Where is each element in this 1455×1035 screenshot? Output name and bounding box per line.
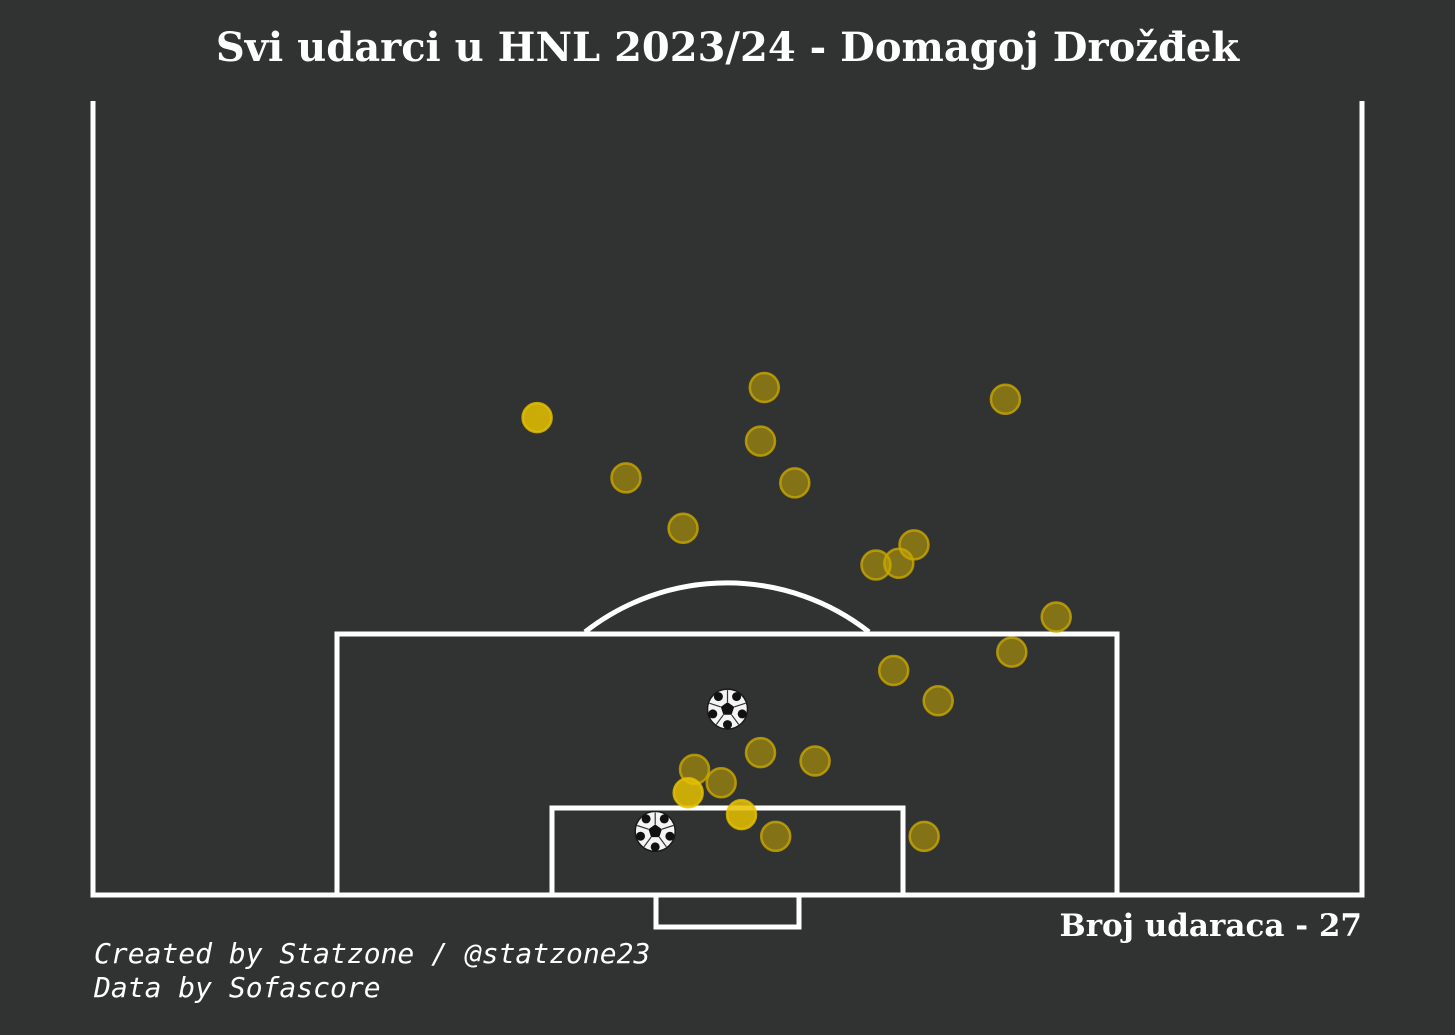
shots-layer bbox=[521, 371, 1072, 853]
shot-point-18 bbox=[705, 767, 737, 799]
credits: Created by Statzone / @statzone23 Data b… bbox=[94, 937, 650, 1005]
shot-point-15 bbox=[744, 736, 777, 769]
goal-football-icon-2 bbox=[634, 810, 676, 853]
shot-point-12 bbox=[996, 636, 1028, 668]
goal-frame bbox=[653, 892, 802, 930]
shot-point-14 bbox=[922, 684, 954, 717]
credits-data-source: Data by Sofascore bbox=[94, 971, 381, 1004]
goal-football-icon-1 bbox=[706, 688, 749, 730]
penalty-arc bbox=[583, 580, 871, 634]
shot-point-4 bbox=[744, 425, 777, 457]
credits-creator: Created by Statzone / @statzone23 bbox=[94, 937, 651, 970]
penalty-area bbox=[334, 631, 1120, 898]
pitch-lines bbox=[90, 101, 1365, 930]
shot-point-10 bbox=[860, 549, 892, 581]
shot-point-3 bbox=[989, 383, 1022, 415]
shot-point-20 bbox=[725, 798, 758, 831]
goals-layer bbox=[634, 688, 749, 853]
shot-point-2 bbox=[748, 371, 781, 404]
shot-point-22 bbox=[908, 820, 940, 853]
shot-point-21 bbox=[759, 820, 792, 853]
shot-point-16 bbox=[799, 745, 831, 777]
shot-point-19 bbox=[672, 777, 704, 809]
chart-title: Svi udarci u HNL 2023/24 - Domagoj Drožđ… bbox=[215, 24, 1240, 71]
shot-point-7 bbox=[667, 512, 699, 544]
shot-point-1 bbox=[521, 401, 553, 434]
shot-point-13 bbox=[877, 654, 910, 687]
shot-count-label: Broj udaraca - 27 bbox=[1059, 908, 1363, 944]
shot-point-11 bbox=[1040, 601, 1072, 633]
shot-point-6 bbox=[779, 467, 811, 499]
shot-point-5 bbox=[610, 462, 642, 494]
